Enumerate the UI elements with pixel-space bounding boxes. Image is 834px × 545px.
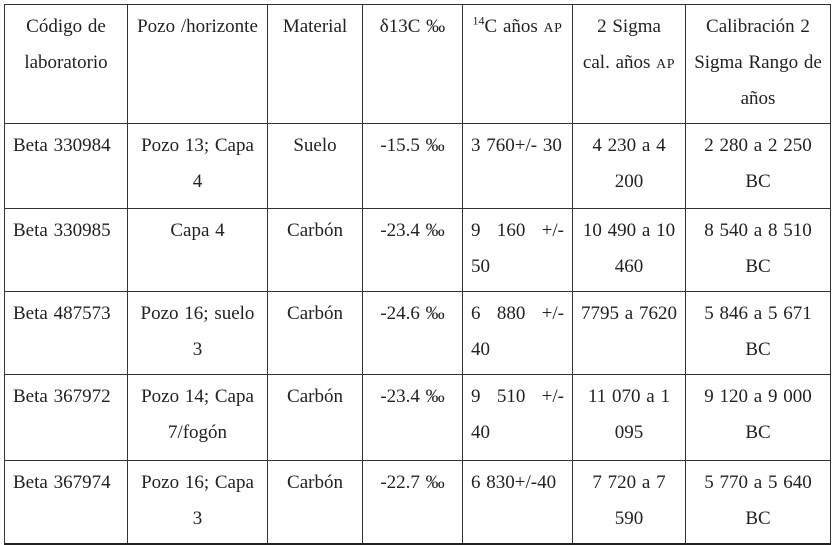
table-cell: Suelo: [267, 123, 363, 209]
table-row: Beta 330984 Pozo 13; Capa 4 Suelo -15.5 ‰ 3 …: [4, 123, 831, 209]
table-cell: 9 160 +/- 50: [462, 208, 573, 292]
table-cell: Carbón: [267, 460, 363, 545]
table-cell: 5 770 a 5 640 BC: [685, 460, 831, 545]
table-cell: 8 540 a 8 510 BC: [685, 208, 831, 292]
header-text: Pozo /horizonte: [137, 16, 258, 37]
table-cell: Pozo 16; Capa 3: [127, 460, 268, 545]
table-cell: Beta 330985: [4, 208, 128, 292]
table-cell: Carbón: [267, 374, 363, 461]
table-cell: 3 760+/- 30: [462, 123, 573, 209]
table-cell: 5 846 a 5 671 BC: [685, 291, 831, 375]
radiocarbon-table: Código de laboratorio Pozo /horizonte Mate…: [4, 4, 831, 545]
header-cell: Material: [267, 4, 363, 124]
header-row: Código de laboratorio Pozo /horizonte Mate…: [4, 4, 831, 124]
table-cell: 7 720 a 7 590: [572, 460, 686, 545]
table-cell: Carbón: [267, 291, 363, 375]
table-row: Beta 330985 Capa 4 Carbón -23.4 ‰ 9 160 +/- …: [4, 208, 831, 292]
table-cell: -23.4 ‰: [362, 208, 463, 292]
table-cell: -23.4 ‰: [362, 374, 463, 461]
table-cell: Beta 367974: [4, 460, 128, 545]
header-cell: δ13C ‰: [362, 4, 463, 124]
table-cell: Pozo 14; Capa 7/fogón: [127, 374, 268, 461]
table-cell: 10 490 a 10 460: [572, 208, 686, 292]
table-body: Beta 330984 Pozo 13; Capa 4 Suelo -15.5 ‰ 3 …: [4, 123, 831, 545]
header-cell: 14C años AP: [462, 4, 573, 124]
small-caps: AP: [543, 21, 563, 36]
header-cell: 2 Sigma cal. años AP: [572, 4, 686, 124]
table-cell: 9 120 a 9 000 BC: [685, 374, 831, 461]
table-cell: Beta 487573: [4, 291, 128, 375]
table-cell: 9 510 +/- 40: [462, 374, 573, 461]
table-cell: Beta 330984: [4, 123, 128, 209]
table-cell: Capa 4: [127, 208, 268, 292]
table-cell: 6 880 +/- 40: [462, 291, 573, 375]
superscript: 14: [472, 13, 485, 28]
header-text: Código de laboratorio: [24, 16, 108, 73]
header-text: Material: [282, 16, 348, 37]
table-cell: 4 230 a 4 200: [572, 123, 686, 209]
table-cell: Pozo 16; suelo 3: [127, 291, 268, 375]
table-cell: 6 830+/-40: [462, 460, 573, 545]
header-text: δ13C ‰: [379, 16, 446, 37]
header-cell: Calibración 2 Sigma Rango de años: [685, 4, 831, 124]
table-cell: -22.7 ‰: [362, 460, 463, 545]
table-cell: 11 070 a 1 095: [572, 374, 686, 461]
table-row: Beta 487573 Pozo 16; suelo 3 Carbón -24.6 ‰…: [4, 291, 831, 375]
header-text: 2 Sigma cal. años: [582, 16, 661, 73]
small-caps: AP: [656, 57, 676, 72]
table-cell: Pozo 13; Capa 4: [127, 123, 268, 209]
table-cell: -24.6 ‰: [362, 291, 463, 375]
header-text: C años: [484, 16, 538, 37]
table-cell: 2 280 a 2 250 BC: [685, 123, 831, 209]
table-cell: Carbón: [267, 208, 363, 292]
table-row: Beta 367972 Pozo 14; Capa 7/fogón Carbón -2…: [4, 374, 831, 461]
header-cell: Pozo /horizonte: [127, 4, 268, 124]
table-cell: -15.5 ‰: [362, 123, 463, 209]
table-cell: Beta 367972: [4, 374, 128, 461]
header-text: Calibración 2 Sigma Rango de años: [694, 16, 822, 109]
table-cell: 7795 a 7620: [572, 291, 686, 375]
header-cell: Código de laboratorio: [4, 4, 128, 124]
table-row: Beta 367974 Pozo 16; Capa 3 Carbón -22.7 ‰ 6…: [4, 460, 831, 545]
